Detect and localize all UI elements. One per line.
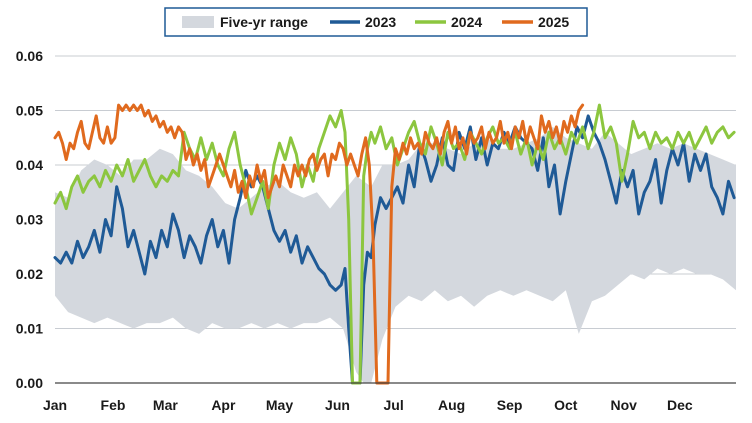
x-tick-label: Dec	[667, 397, 693, 413]
x-tick-label: Jul	[384, 397, 404, 413]
y-tick-label: 0.04	[16, 157, 43, 173]
y-tick-label: 0.01	[16, 321, 43, 337]
series-line-2023	[53, 114, 736, 385]
y-tick-label: 0.00	[16, 375, 43, 391]
y-tick-label: 0.06	[16, 48, 43, 64]
series-line-2024	[53, 103, 736, 385]
x-tick-label: Jun	[325, 397, 350, 413]
x-tick-label: Jan	[43, 397, 67, 413]
x-tick-label: Feb	[101, 397, 126, 413]
x-tick-label: Apr	[211, 397, 236, 413]
y-tick-label: 0.05	[16, 103, 43, 119]
five-yr-range-band	[55, 126, 736, 384]
legend-label-2024: 2024	[451, 14, 482, 30]
y-tick-label: 0.02	[16, 266, 43, 282]
legend: Five-yr range 2023 2024 2025	[164, 7, 588, 37]
x-tick-label: May	[266, 397, 293, 413]
y-tick-label: 0.03	[16, 212, 43, 228]
series-line-2025	[53, 103, 585, 385]
legend-label-2025: 2025	[538, 14, 569, 30]
x-tick-label: Sep	[497, 397, 523, 413]
series-layer	[53, 103, 736, 385]
x-tick-label: Mar	[153, 397, 178, 413]
x-tick-label: Aug	[438, 397, 465, 413]
legend-label-five-yr-range: Five-yr range	[220, 14, 308, 30]
legend-label-2023: 2023	[365, 14, 396, 30]
x-tick-label: Nov	[611, 397, 638, 413]
legend-swatch-five-yr-range	[182, 16, 214, 28]
x-tick-label: Oct	[554, 397, 578, 413]
five-yr-range-band-layer	[55, 126, 736, 384]
axes: 0.00 0.01 0.02 0.03 0.04 0.05 0.06 Jan Feb Mar Apr…	[16, 48, 736, 413]
